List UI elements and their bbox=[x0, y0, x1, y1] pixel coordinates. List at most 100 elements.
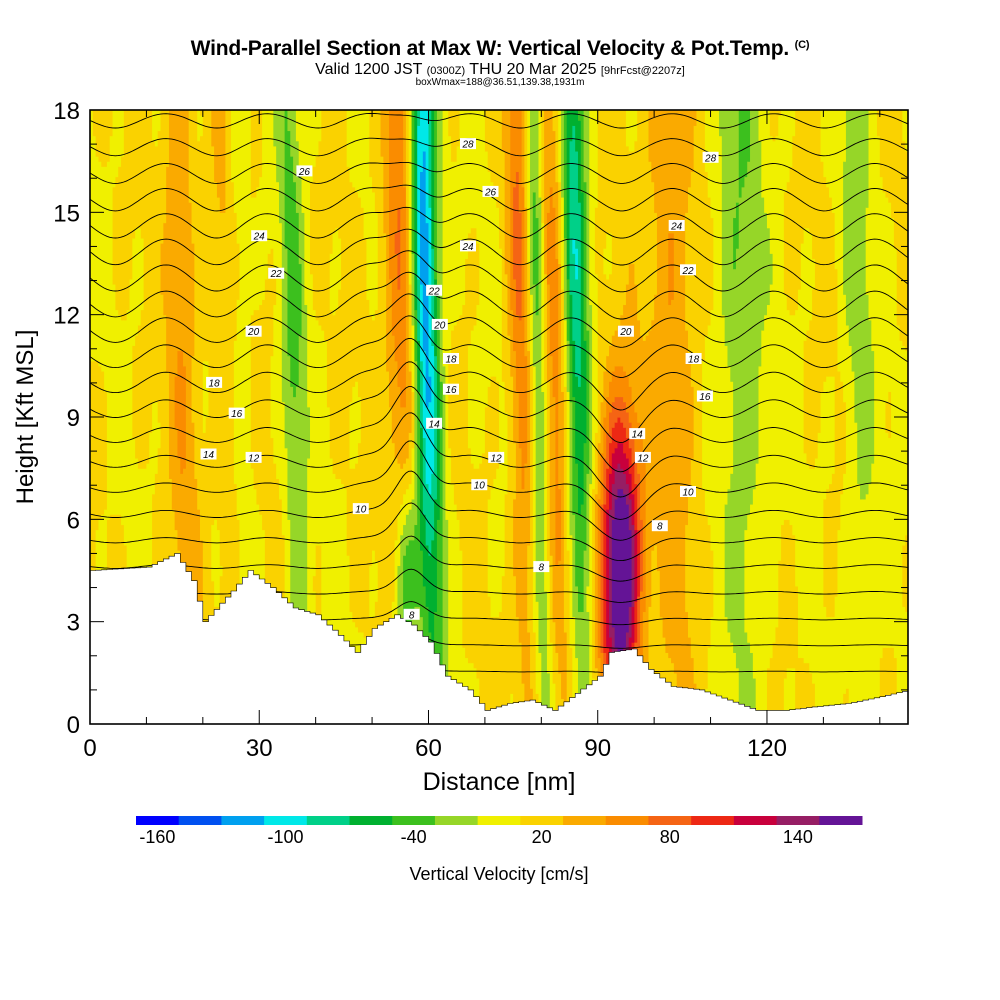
velocity-cell bbox=[369, 176, 373, 316]
velocity-cell bbox=[606, 468, 610, 510]
velocity-cell bbox=[631, 493, 635, 526]
velocity-cell bbox=[882, 191, 887, 648]
velocity-cell bbox=[848, 110, 853, 346]
velocity-cell bbox=[727, 488, 731, 633]
velocity-cell bbox=[865, 493, 870, 724]
velocity-cell bbox=[707, 524, 712, 648]
velocity-cell bbox=[896, 324, 901, 700]
velocity-cell bbox=[152, 401, 156, 495]
velocity-cell bbox=[882, 110, 887, 193]
velocity-cell bbox=[420, 550, 424, 618]
velocity-cell bbox=[422, 150, 427, 352]
colorbar-tick-label: 140 bbox=[783, 827, 813, 847]
velocity-cell bbox=[326, 406, 331, 684]
x-tick-label: 30 bbox=[246, 735, 273, 762]
velocity-cell bbox=[546, 565, 551, 674]
velocity-cell bbox=[132, 110, 136, 239]
velocity-cell bbox=[101, 370, 105, 515]
theta-contour-label: 24 bbox=[668, 220, 685, 233]
velocity-cell bbox=[400, 406, 404, 469]
velocity-cell bbox=[479, 463, 483, 705]
velocity-cell bbox=[355, 463, 359, 628]
velocity-cell bbox=[515, 391, 520, 618]
velocity-cell bbox=[428, 555, 432, 633]
velocity-cell bbox=[135, 227, 139, 336]
velocity-cell bbox=[552, 130, 557, 208]
velocity-cell bbox=[589, 304, 593, 485]
theta-contour-label-text: 18 bbox=[209, 378, 221, 389]
velocity-cell bbox=[487, 171, 492, 387]
velocity-cell bbox=[501, 575, 506, 724]
velocity-cell bbox=[575, 376, 579, 464]
velocity-cell bbox=[569, 140, 573, 295]
velocity-cell bbox=[552, 621, 557, 684]
velocity-cell bbox=[812, 258, 816, 290]
velocity-cell bbox=[482, 452, 486, 724]
velocity-cell bbox=[372, 110, 376, 193]
velocity-cell bbox=[561, 196, 565, 290]
velocity-cell bbox=[786, 181, 791, 311]
velocity-cell bbox=[699, 110, 703, 724]
theta-contour-label-text: 14 bbox=[632, 430, 644, 441]
velocity-cell bbox=[527, 263, 531, 352]
velocity-cell bbox=[786, 667, 791, 724]
velocity-cell bbox=[642, 340, 647, 454]
velocity-cell bbox=[329, 457, 334, 679]
velocity-cell bbox=[546, 672, 551, 724]
velocity-cell bbox=[324, 110, 328, 341]
velocity-cell bbox=[391, 110, 396, 336]
velocity-cell bbox=[357, 396, 362, 444]
velocity-cell bbox=[583, 340, 588, 444]
velocity-cell bbox=[92, 360, 97, 724]
velocity-cell bbox=[513, 498, 517, 577]
theta-contour-line bbox=[90, 271, 908, 320]
velocity-cell bbox=[400, 110, 404, 408]
velocity-cell bbox=[761, 196, 765, 331]
velocity-cell bbox=[775, 110, 779, 137]
velocity-cell bbox=[493, 616, 497, 724]
velocity-cell bbox=[369, 314, 373, 566]
velocity-cell bbox=[177, 457, 181, 551]
velocity-cell bbox=[761, 330, 765, 724]
velocity-cell bbox=[851, 110, 856, 372]
velocity-cell bbox=[606, 396, 610, 433]
velocity-cell bbox=[730, 110, 734, 382]
velocity-cell bbox=[301, 110, 305, 213]
velocity-cell bbox=[583, 442, 588, 551]
velocity-cell bbox=[513, 186, 517, 280]
velocity-cell bbox=[820, 110, 824, 162]
velocity-cell bbox=[625, 376, 630, 413]
velocity-cell bbox=[391, 442, 396, 602]
velocity-cell bbox=[865, 110, 870, 208]
velocity-cell bbox=[544, 110, 548, 275]
velocity-cell bbox=[682, 110, 686, 724]
velocity-cell bbox=[518, 110, 523, 213]
velocity-cell bbox=[792, 534, 796, 669]
velocity-cell bbox=[628, 473, 633, 500]
velocity-cell bbox=[594, 432, 599, 495]
velocity-cell bbox=[614, 365, 619, 398]
velocity-cell bbox=[453, 503, 458, 724]
velocity-cell bbox=[637, 319, 641, 423]
velocity-cell bbox=[101, 110, 105, 167]
velocity-cell bbox=[355, 110, 359, 193]
velocity-cell bbox=[417, 391, 421, 607]
velocity-cell bbox=[513, 110, 517, 188]
velocity-cell bbox=[572, 110, 576, 126]
velocity-cell bbox=[631, 401, 635, 439]
velocity-cell bbox=[524, 207, 528, 357]
velocity-cell bbox=[467, 232, 472, 346]
velocity-cell bbox=[769, 135, 774, 254]
theta-contour-label-text: 22 bbox=[428, 286, 441, 297]
velocity-cell bbox=[552, 396, 557, 623]
velocity-cell bbox=[569, 647, 573, 724]
velocity-cell bbox=[380, 110, 384, 157]
velocity-cell bbox=[586, 611, 590, 724]
velocity-cell bbox=[451, 330, 455, 485]
velocity-cell bbox=[388, 278, 393, 408]
velocity-cell bbox=[366, 110, 370, 300]
velocity-cell bbox=[623, 427, 627, 454]
theta-contour-line bbox=[90, 568, 908, 603]
velocity-cell bbox=[431, 110, 435, 249]
